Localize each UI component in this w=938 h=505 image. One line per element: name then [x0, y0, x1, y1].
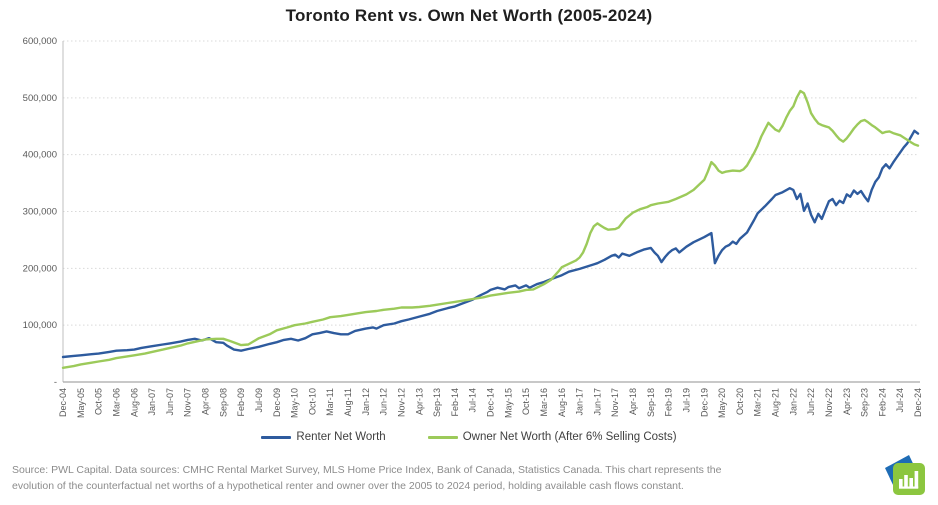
x-tick-label: May-05 [76, 388, 86, 418]
x-tick-label: Aug-06 [129, 388, 139, 417]
source-note-line1: Source: PWL Capital. Data sources: CMHC … [12, 464, 722, 476]
renter-net-worth-line [61, 129, 920, 359]
line-chart-plot: - 100,000 200,000 300,000 400,000 500,000 600,… [23, 36, 923, 418]
x-tick-label: Oct-15 [521, 388, 531, 415]
x-tick-label: Nov-22 [824, 388, 834, 417]
x-tick-label: Aug-21 [771, 388, 781, 417]
x-tick-label: Mar-06 [111, 388, 121, 417]
owner-line-swatch [427, 435, 458, 439]
x-tick-label: Jan-12 [361, 388, 371, 416]
x-tick-label: Nov-12 [396, 388, 406, 417]
x-tick-label: Mar-11 [325, 388, 335, 416]
x-tick-label: Apr-23 [842, 388, 852, 415]
chart-title: Toronto Rent vs. Own Net Worth (2005-202… [285, 6, 653, 25]
x-tick-label: Mar-16 [539, 388, 549, 417]
x-tick-label: Jun-22 [806, 388, 816, 416]
x-tick-label: Jan-07 [147, 388, 157, 416]
y-tick-label: - [54, 377, 57, 388]
x-tick-label: Sep-13 [432, 388, 442, 417]
y-tick-label: 100,000 [23, 320, 57, 331]
x-tick-label: May-15 [503, 388, 513, 418]
logo-book-icon [885, 455, 925, 495]
x-tick-label: Apr-13 [414, 388, 424, 415]
y-tick-label: 400,000 [23, 150, 57, 161]
y-tick-label: 600,000 [23, 36, 57, 47]
x-tick-label: Aug-11 [343, 388, 353, 416]
x-tick-label: Nov-17 [610, 388, 620, 417]
x-tick-label: Aug-16 [557, 388, 567, 417]
x-tick-label: Jul-19 [681, 388, 691, 413]
x-tick-label: Nov-07 [183, 388, 193, 417]
legend-label-renter: Renter Net Worth [296, 431, 386, 443]
x-tick-label: Dec-04 [58, 388, 68, 417]
x-tick-label: Dec-19 [699, 388, 709, 417]
x-tick-label: Jun-12 [379, 388, 389, 416]
x-tick-label: Jun-07 [165, 388, 175, 416]
legend-item-owner: Owner Net Worth (After 6% Selling Costs) [427, 431, 677, 443]
x-tick-label: May-10 [290, 388, 300, 418]
x-tick-label: Jul-09 [254, 388, 264, 413]
x-tick-label: May-20 [717, 388, 727, 418]
x-tick-label: Jul-14 [468, 388, 478, 413]
x-tick-label: Dec-14 [486, 388, 496, 417]
renter-line-swatch [261, 435, 292, 439]
x-tick-label: Sep-23 [860, 388, 870, 417]
x-tick-label: Jul-24 [895, 388, 905, 413]
y-tick-label: 200,000 [23, 263, 57, 274]
y-tick-label: 500,000 [23, 93, 57, 104]
legend-label-owner: Owner Net Worth (After 6% Selling Costs) [462, 431, 677, 443]
x-tick-label: Oct-20 [735, 388, 745, 415]
x-tick-label: Jun-17 [592, 388, 602, 416]
x-tick-label: Jan-17 [575, 388, 585, 416]
x-tick-label: Oct-05 [94, 388, 104, 415]
x-tick-label: Mar-21 [753, 388, 763, 417]
x-tick-label: Feb-24 [877, 388, 887, 417]
x-tick-label: Feb-09 [236, 388, 246, 417]
pwl-capital-logo [885, 455, 925, 495]
y-tick-label: 300,000 [23, 207, 57, 218]
x-tick-label: Jan-22 [788, 388, 798, 416]
x-tick-label: Dec-09 [272, 388, 282, 417]
legend-item-renter: Renter Net Worth [261, 431, 386, 443]
x-tick-label: Sep-18 [646, 388, 656, 417]
chart-legend: Renter Net Worth Owner Net Worth (After … [0, 431, 938, 443]
bar-chart-icon [899, 471, 919, 489]
owner-net-worth-line [61, 89, 920, 369]
x-tick-label: Feb-14 [450, 388, 460, 417]
x-tick-label: Apr-18 [628, 388, 638, 415]
x-tick-label: Apr-08 [201, 388, 211, 415]
x-tick-label: Feb-19 [664, 388, 674, 417]
x-tick-label: Dec-24 [913, 388, 923, 417]
x-tick-label: Sep-08 [218, 388, 228, 417]
x-tick-label: Oct-10 [307, 388, 317, 415]
source-note-line2: evolution of the counterfactual net wort… [12, 479, 684, 492]
source-note: Source: PWL Capital. Data sources: CMHC … [12, 463, 762, 495]
